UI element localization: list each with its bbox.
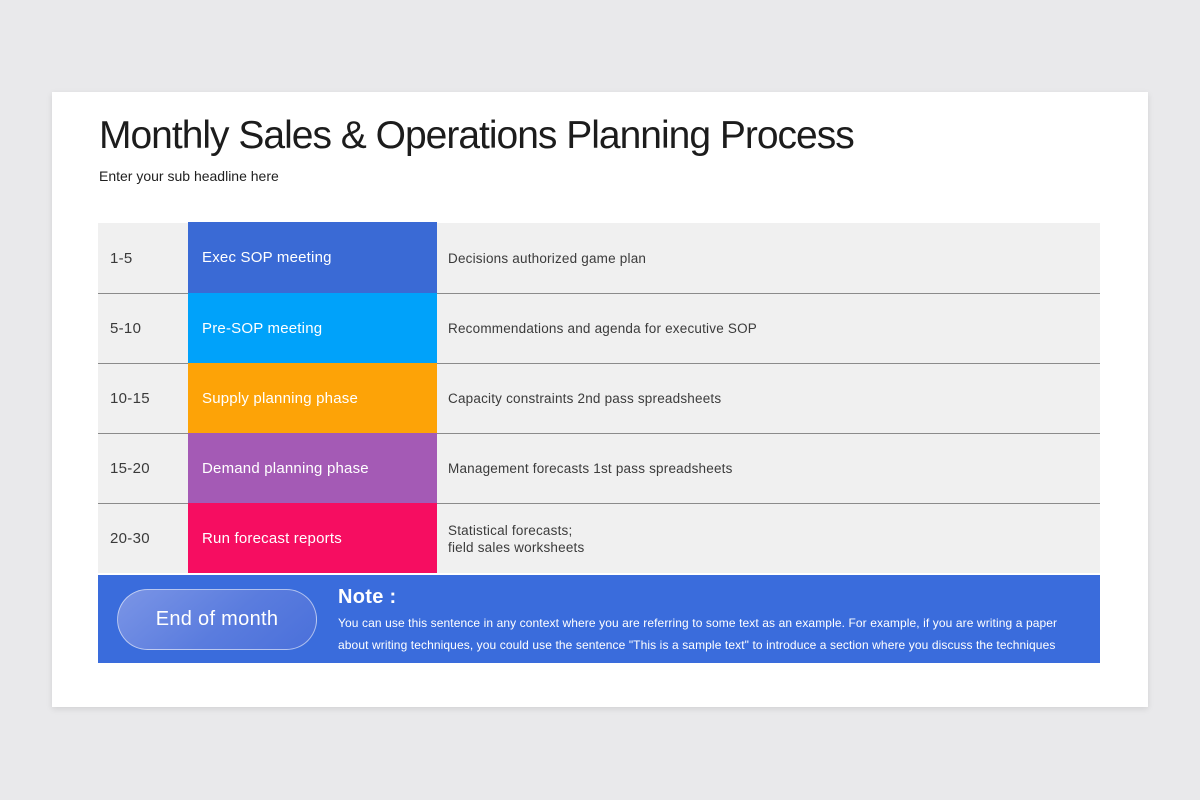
note-heading: Note : xyxy=(338,586,397,608)
table-row: 5-10 Pre-SOP meeting Recommendations and… xyxy=(98,293,1100,363)
page-title: Monthly Sales & Operations Planning Proc… xyxy=(99,114,855,157)
phase-description: Capacity constraints 2nd pass spreadshee… xyxy=(448,391,722,406)
day-range-label: 10-15 xyxy=(110,390,150,407)
table-row: 15-20 Demand planning phase Management f… xyxy=(98,433,1100,503)
note-block: Note : You can use this sentence in any … xyxy=(338,586,1070,656)
table-row: 20-30 Run forecast reports Statistical f… xyxy=(98,503,1100,573)
day-range-label: 15-20 xyxy=(110,460,150,477)
day-range-label: 1-5 xyxy=(110,249,133,267)
slide-card: Monthly Sales & Operations Planning Proc… xyxy=(52,92,1148,707)
day-range-label: 20-30 xyxy=(110,530,150,547)
slide-header: Monthly Sales & Operations Planning Proc… xyxy=(99,114,855,184)
phase-description: Decisions authorized game plan xyxy=(448,250,647,266)
page-subtitle: Enter your sub headline here xyxy=(99,167,279,184)
phase-cell: Exec SOP meeting xyxy=(188,222,437,293)
phase-description: Recommendations and agenda for executive… xyxy=(448,321,757,336)
phase-cell: Demand planning phase xyxy=(188,433,437,503)
day-range-label: 5-10 xyxy=(110,320,142,337)
table-row: 1-5 Exec SOP meeting Decisions authorize… xyxy=(98,222,1100,293)
phase-cell: Run forecast reports xyxy=(188,503,437,573)
end-of-month-badge: End of month xyxy=(117,589,317,650)
phase-description: Management forecasts 1st pass spreadshee… xyxy=(448,461,733,476)
table-row: 10-15 Supply planning phase Capacity con… xyxy=(98,363,1100,433)
process-table: 1-5 Exec SOP meeting Decisions authorize… xyxy=(98,222,1100,573)
phase-cell: Supply planning phase xyxy=(188,363,437,433)
note-text: You can use this sentence in any context… xyxy=(338,616,1058,652)
footer-note-bar: End of month Note : You can use this sen… xyxy=(98,575,1100,663)
phase-cell: Pre-SOP meeting xyxy=(188,293,437,363)
phase-description: Statistical forecasts; field sales works… xyxy=(448,522,585,555)
